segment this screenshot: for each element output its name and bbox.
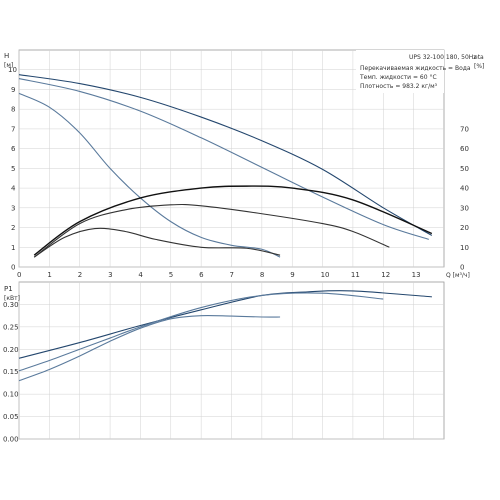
eta-tick-label: 60: [460, 145, 469, 153]
h-tick-label: 3: [11, 204, 15, 212]
p-tick-label: 0.00: [3, 436, 19, 444]
q-tick-label: 5: [169, 271, 173, 279]
power-curve-1: [18, 292, 384, 372]
q-tick-label: 1: [47, 271, 51, 279]
eta-tick-label: 10: [460, 244, 469, 252]
h-axis-label: H: [4, 52, 9, 60]
eta-tick-label: 0: [460, 264, 464, 272]
h-tick-label: 9: [11, 86, 15, 94]
h-axis-unit: [м]: [4, 62, 13, 69]
q-tick-label: 8: [260, 271, 264, 279]
eta-tick-label: 70: [460, 125, 469, 133]
power-curve-0: [18, 290, 432, 359]
p-tick-label: 0.25: [3, 323, 19, 331]
q-tick-label: 4: [138, 271, 143, 279]
q-tick-label: 7: [230, 271, 234, 279]
p-tick-label: 0.15: [3, 368, 19, 376]
h-tick-label: 7: [11, 125, 15, 133]
eta-tick-label: 50: [460, 165, 469, 173]
p-axis-label: P1: [4, 285, 13, 293]
eta-tick-label: 40: [460, 185, 469, 193]
q-tick-label: 10: [321, 271, 330, 279]
p-axis-unit: [кВт]: [4, 295, 20, 302]
head-curve-0: [18, 74, 433, 236]
h-tick-label: 1: [11, 244, 15, 252]
h-tick-label: 10: [8, 66, 17, 74]
p-tick-label: 0.05: [3, 413, 19, 421]
info-temperature: Темп. жидкости = 60 °C: [359, 74, 437, 81]
info-density: Плотность = 983.2 кг/м³: [360, 83, 438, 90]
h-tick-label: 8: [11, 106, 15, 114]
eta-axis-label: eta: [474, 54, 484, 61]
model-label: UPS 32-100 180, 50Hz: [409, 54, 476, 61]
head-curve-1: [18, 78, 429, 240]
q-tick-label: 12: [381, 271, 390, 279]
q-tick-label: 11: [351, 271, 360, 279]
eta-axis-unit: [%]: [474, 63, 484, 70]
head-chart-series: [18, 74, 433, 258]
efficiency-curve-4: [33, 203, 390, 258]
eta-tick-label: 20: [460, 224, 469, 232]
q-tick-label: 2: [78, 271, 82, 279]
info-box: [356, 50, 444, 93]
h-tick-label: 6: [11, 145, 16, 153]
eta-tick-label: 30: [460, 204, 469, 212]
q-tick-label: 9: [290, 271, 294, 279]
q-tick-label: 0: [17, 271, 21, 279]
q-axis-label: Q [м³/ч]: [446, 272, 470, 279]
info-fluid: Перекачиваемая жидкость = Вода: [360, 65, 471, 72]
efficiency-curve-3: [33, 185, 433, 256]
power-curve-2: [18, 314, 281, 382]
h-tick-label: 4: [11, 185, 16, 193]
h-tick-label: 0: [11, 264, 15, 272]
q-tick-label: 3: [108, 271, 112, 279]
efficiency-curve-5: [33, 227, 281, 258]
q-tick-label: 13: [412, 271, 421, 279]
p-tick-label: 0.20: [3, 346, 19, 354]
h-tick-label: 2: [11, 224, 15, 232]
p-tick-label: 0.10: [3, 391, 19, 399]
power-chart-ticks: 0.00 0.05 0.10 0.15 0.20 0.25 0.30: [3, 301, 19, 444]
h-tick-label: 5: [11, 165, 15, 173]
p-tick-label: 0.30: [3, 301, 19, 309]
power-chart-series: [18, 290, 432, 382]
power-chart-grid: [18, 282, 444, 440]
q-tick-label: 6: [199, 271, 204, 279]
head-chart-ticks: 0 1 2 3 4 5 6 7 8 9 10 11 12 130123456789100102030405…: [8, 66, 469, 279]
head-curve-2: [18, 92, 281, 258]
